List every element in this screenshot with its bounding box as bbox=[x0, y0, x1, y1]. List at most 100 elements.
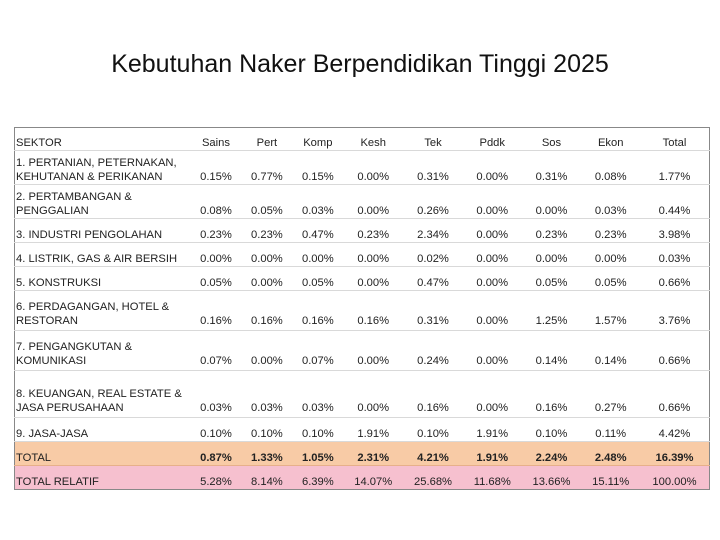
table-row: TOTAL 0.87% 1.33% 1.05% 2.31% 4.21% 1.91% 2.24%… bbox=[14, 441, 710, 466]
table-cell: 0.00% bbox=[343, 150, 404, 185]
table-cell: 0.03% bbox=[640, 242, 710, 267]
table-cell: 0.26% bbox=[403, 184, 463, 219]
table-row: 8. KEUANGAN, REAL ESTATE & JASA PERUSAHA… bbox=[14, 370, 710, 418]
table-cell: 0.08% bbox=[581, 150, 640, 185]
table-cell: 1.33% bbox=[241, 441, 293, 466]
header-komp: Komp bbox=[292, 127, 344, 151]
table-cell: 0.16% bbox=[292, 290, 344, 331]
table-cell: 0.03% bbox=[292, 370, 344, 418]
table-cell: 0.00% bbox=[462, 184, 522, 219]
table-cell: 0.00% bbox=[241, 330, 293, 371]
table-cell: 0.10% bbox=[241, 417, 293, 442]
sector-name: 7. PENGANGKUTAN & KOMUNIKASI bbox=[14, 330, 191, 371]
header-kesh: Kesh bbox=[343, 127, 404, 151]
table-cell: 0.23% bbox=[343, 218, 404, 243]
table-cell: 1.77% bbox=[640, 150, 710, 185]
table-cell: 1.25% bbox=[521, 290, 582, 331]
table-cell: 1.91% bbox=[343, 417, 404, 442]
table-cell: 0.07% bbox=[292, 330, 344, 371]
table-row: 4. LISTRIK, GAS & AIR BERSIH 0.00% 0.00% 0.… bbox=[14, 242, 710, 267]
table-cell: 0.23% bbox=[241, 218, 293, 243]
table-cell: 0.16% bbox=[521, 370, 582, 418]
table-cell: 5.28% bbox=[190, 465, 242, 490]
table-cell: 0.14% bbox=[581, 330, 640, 371]
table-cell: 1.57% bbox=[581, 290, 640, 331]
table-cell: 2.31% bbox=[343, 441, 404, 466]
table-cell: 25.68% bbox=[403, 465, 463, 490]
table-cell: 0.47% bbox=[292, 218, 344, 243]
table-cell: 0.14% bbox=[521, 330, 582, 371]
table-cell: 1.91% bbox=[462, 417, 522, 442]
table-cell: 0.16% bbox=[343, 290, 404, 331]
table-cell: 0.23% bbox=[190, 218, 242, 243]
table-cell: 0.10% bbox=[521, 417, 582, 442]
table-cell: 0.00% bbox=[462, 242, 522, 267]
table-cell: 8.14% bbox=[241, 465, 293, 490]
table-cell: 0.05% bbox=[521, 266, 582, 291]
table-cell: 0.31% bbox=[521, 150, 582, 185]
table-cell: 0.00% bbox=[343, 370, 404, 418]
table-cell: 0.44% bbox=[640, 184, 710, 219]
table-cell: 0.00% bbox=[462, 218, 522, 243]
table-cell: 15.11% bbox=[581, 465, 640, 490]
table-cell: 0.03% bbox=[581, 184, 640, 219]
table-cell: 0.05% bbox=[292, 266, 344, 291]
table-cell: 0.77% bbox=[241, 150, 293, 185]
table-cell: 0.87% bbox=[190, 441, 242, 466]
header-sains: Sains bbox=[190, 127, 242, 151]
table-cell: 0.05% bbox=[190, 266, 242, 291]
header-tek: Tek bbox=[403, 127, 463, 151]
table-cell: 0.23% bbox=[521, 218, 582, 243]
table-cell: 0.15% bbox=[190, 150, 242, 185]
table-cell: 0.11% bbox=[581, 417, 640, 442]
header-total: Total bbox=[640, 127, 710, 151]
table-cell: 0.10% bbox=[292, 417, 344, 442]
table-cell: 0.03% bbox=[292, 184, 344, 219]
table-cell: 6.39% bbox=[292, 465, 344, 490]
sector-name: 1. PERTANIAN, PETERNAKAN, KEHUTANAN & PE… bbox=[14, 150, 191, 185]
table-cell: 0.07% bbox=[190, 330, 242, 371]
table-cell: 0.02% bbox=[403, 242, 463, 267]
header-sos: Sos bbox=[521, 127, 582, 151]
table-cell: 0.66% bbox=[640, 266, 710, 291]
table-cell: 2.48% bbox=[581, 441, 640, 466]
table-cell: 0.16% bbox=[403, 370, 463, 418]
table-cell: 0.05% bbox=[241, 184, 293, 219]
table-row: 3. INDUSTRI PENGOLAHAN 0.23% 0.23% 0.47% 0.2… bbox=[14, 218, 710, 243]
sector-name: 2. PERTAMBANGAN & PENGGALIAN bbox=[14, 184, 191, 219]
sector-name: 8. KEUANGAN, REAL ESTATE & JASA PERUSAHA… bbox=[14, 370, 191, 418]
table-cell: 0.05% bbox=[581, 266, 640, 291]
data-table: SEKTOR Sains Pert Komp Kesh Tek Pddk Sos… bbox=[14, 127, 710, 490]
table-cell: 0.00% bbox=[462, 330, 522, 371]
table-cell: 0.08% bbox=[190, 184, 242, 219]
sector-name: 6. PERDAGANGAN, HOTEL & RESTORAN bbox=[14, 290, 191, 331]
table-cell: 0.00% bbox=[190, 242, 242, 267]
table-cell: 0.03% bbox=[190, 370, 242, 418]
table-cell: 2.34% bbox=[403, 218, 463, 243]
table-cell: 0.00% bbox=[462, 370, 522, 418]
table-cell: 100.00% bbox=[640, 465, 710, 490]
table-cell: 0.00% bbox=[462, 150, 522, 185]
sector-name: TOTAL bbox=[14, 441, 191, 466]
table-cell: 13.66% bbox=[521, 465, 582, 490]
table-cell: 3.76% bbox=[640, 290, 710, 331]
table-cell: 0.31% bbox=[403, 150, 463, 185]
header-pert: Pert bbox=[241, 127, 293, 151]
table-cell: 0.00% bbox=[343, 330, 404, 371]
table-cell: 0.00% bbox=[241, 266, 293, 291]
table-cell: 0.00% bbox=[581, 242, 640, 267]
sector-name: 5. KONSTRUKSI bbox=[14, 266, 191, 291]
table-cell: 0.03% bbox=[241, 370, 293, 418]
table-cell: 0.10% bbox=[403, 417, 463, 442]
table-cell: 0.00% bbox=[343, 242, 404, 267]
table-cell: 4.21% bbox=[403, 441, 463, 466]
table-cell: 4.42% bbox=[640, 417, 710, 442]
table-cell: 1.91% bbox=[462, 441, 522, 466]
header-pddk: Pddk bbox=[462, 127, 522, 151]
table-row: 2. PERTAMBANGAN & PENGGALIAN 0.08% 0.05% 0.… bbox=[14, 184, 710, 219]
table-cell: 11.68% bbox=[462, 465, 522, 490]
table-row: 9. JASA-JASA 0.10% 0.10% 0.10% 1.91% 0.10% 1.9… bbox=[14, 417, 710, 442]
table-row: 6. PERDAGANGAN, HOTEL & RESTORAN 0.16% 0.1… bbox=[14, 290, 710, 331]
table-cell: 0.23% bbox=[581, 218, 640, 243]
table-cell: 0.66% bbox=[640, 370, 710, 418]
